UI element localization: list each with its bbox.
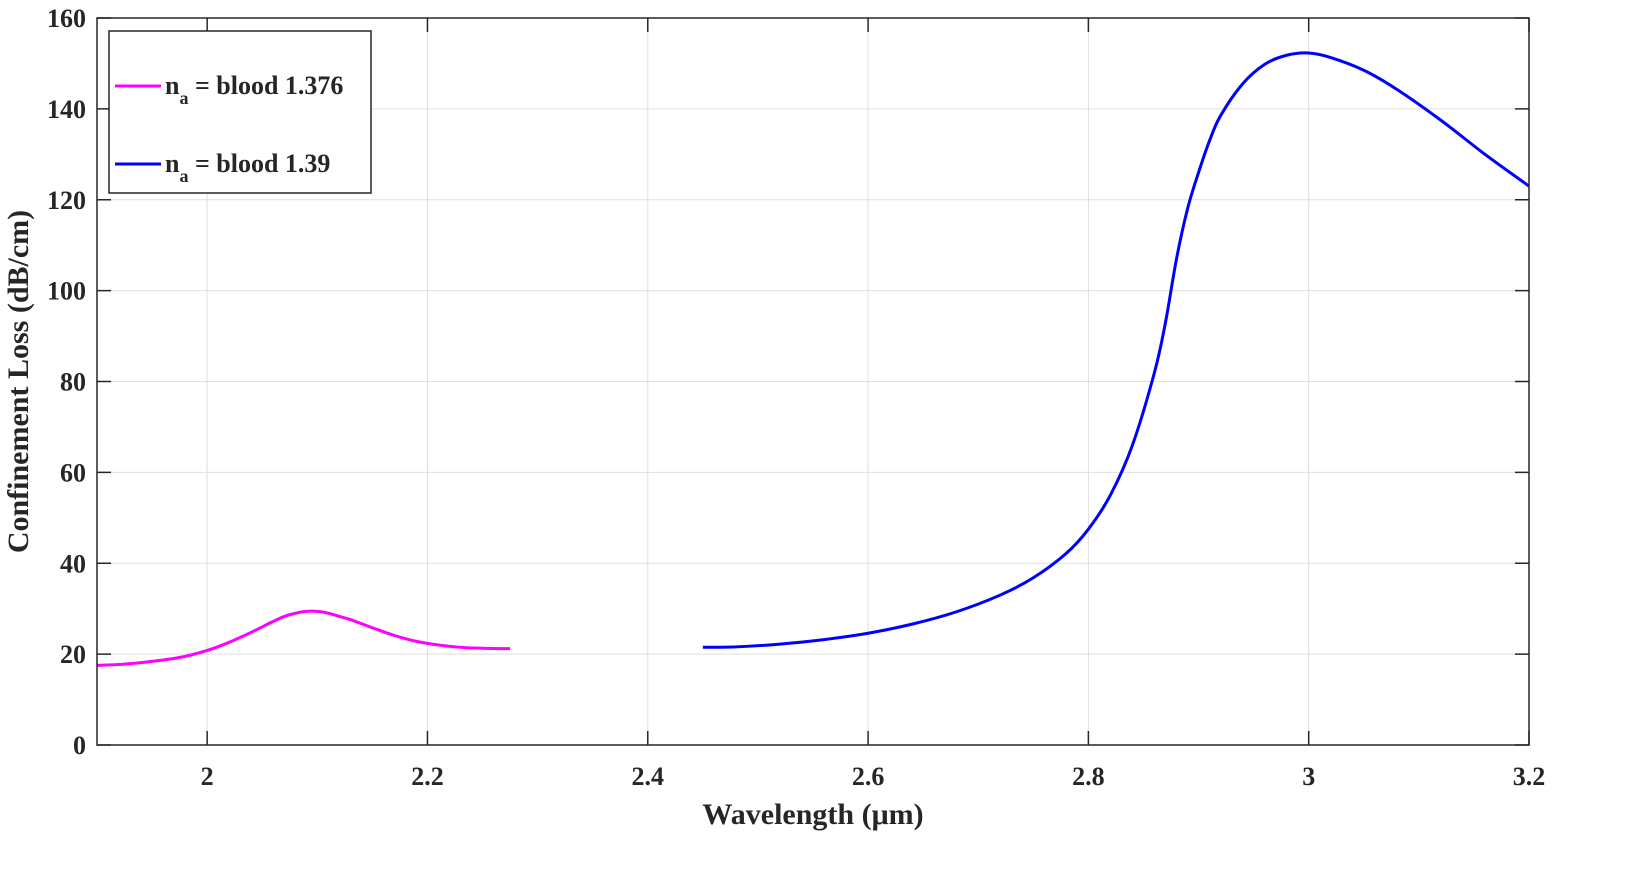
series-line-2 <box>702 51 1530 649</box>
y-tick-label: 20 <box>60 640 86 669</box>
y-tick-label: 60 <box>60 458 86 487</box>
y-tick-label: 140 <box>47 95 86 124</box>
y-tick-label: 100 <box>47 277 86 306</box>
y-tick-labels: 0 20 40 60 80 100 120 140 160 <box>47 4 86 760</box>
x-tick-label: 2.4 <box>632 762 665 791</box>
x-tick-label: 2.6 <box>852 762 885 791</box>
y-tick-label: 160 <box>47 4 86 33</box>
x-tick-labels: 2 2.2 2.4 2.6 2.8 3 3.2 <box>201 762 1546 791</box>
y-tick-label: 0 <box>73 731 86 760</box>
x-tick-label: 3 <box>1302 762 1315 791</box>
series-line-1 <box>96 609 511 667</box>
x-tick-label: 2.8 <box>1072 762 1105 791</box>
legend-box <box>108 30 372 194</box>
series-lines <box>96 51 1530 667</box>
x-axis-title: Wavelength (μm) <box>702 798 923 831</box>
x-tick-label: 2 <box>201 762 214 791</box>
gridlines <box>97 17 1530 746</box>
legend-label-series-2: na = blood 1.39 <box>165 149 330 186</box>
x-tick-label: 2.2 <box>411 762 444 791</box>
y-tick-label: 40 <box>60 549 86 578</box>
y-tick-label: 120 <box>47 186 86 215</box>
legend-label-series-1: na = blood 1.376 <box>165 71 343 108</box>
x-tick-label: 3.2 <box>1513 762 1546 791</box>
legend: na = blood 1.376 na = blood 1.39 <box>108 30 372 194</box>
y-axis-title: Confinement Loss (dB/cm) <box>2 210 35 553</box>
axis-ticks <box>97 17 1530 746</box>
y-tick-label: 80 <box>60 368 86 397</box>
